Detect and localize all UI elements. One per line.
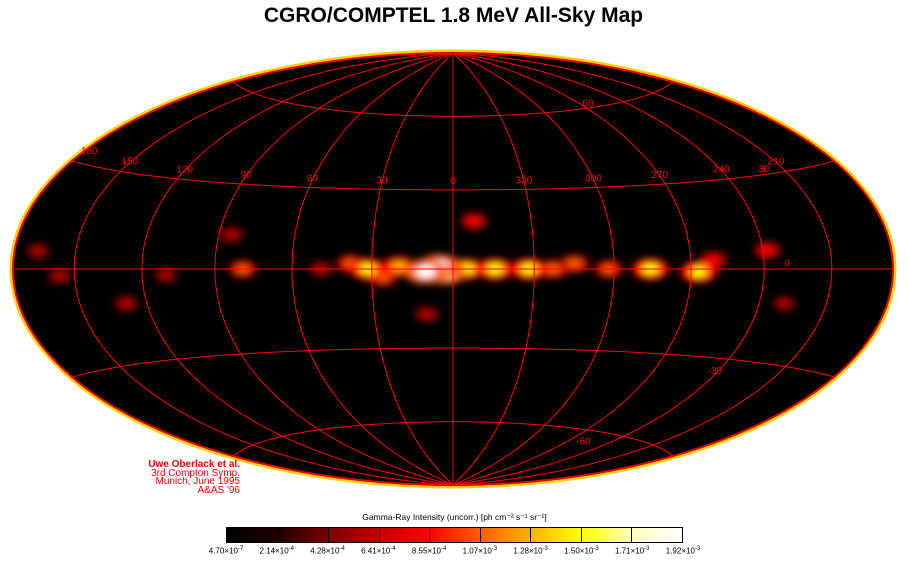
- emission-region-core: [391, 261, 407, 272]
- tick-mantissa: 1.50×10: [564, 546, 594, 556]
- colorbar-tick-label: 2.14×10-4: [260, 546, 294, 556]
- colorbar-divider: [429, 528, 431, 542]
- colorbar-tick-label: 4.70×10-7: [209, 546, 243, 556]
- credit-line: A&AS '96: [197, 484, 241, 496]
- parallel-line: [232, 421, 674, 457]
- tick-exponent: -3: [542, 546, 548, 552]
- tick-exponent: -4: [288, 546, 295, 552]
- tick-exponent: -4: [339, 546, 345, 552]
- longitude-label: 210: [768, 156, 785, 167]
- colorbar-tick-label: 1.28×10-3: [513, 546, 547, 556]
- colorbar-tick-label: 4.28×10-4: [310, 546, 344, 556]
- tick-exponent: -4: [390, 546, 396, 552]
- colorbar-divider: [479, 528, 481, 542]
- emission-region-core: [567, 258, 582, 269]
- credit-line: 3rd Compton Symp.: [151, 467, 240, 479]
- longitude-label: 0: [450, 176, 456, 187]
- tick-mantissa: 2.14×10: [259, 546, 289, 556]
- parallel-line: [232, 81, 674, 117]
- latitude-label: -60: [576, 436, 591, 447]
- emission-region-core: [761, 245, 774, 255]
- tick-mantissa: 4.28×10: [310, 546, 340, 556]
- latitude-label: -30: [708, 366, 723, 377]
- longitude-label: 180: [81, 146, 98, 157]
- emission-region-core: [160, 270, 171, 280]
- emission-region-core: [225, 230, 237, 240]
- colorbar-title: Gamma-Ray Intensity (uncorr.) [ph cm⁻² s…: [362, 512, 547, 522]
- colorbar-tick-label: 1.07×10-3: [463, 546, 497, 556]
- tick-mantissa: 1.71×10: [614, 546, 645, 556]
- longitude-label: 90: [241, 170, 253, 181]
- longitude-label: 300: [585, 173, 602, 184]
- longitude-label: 240: [713, 164, 730, 175]
- colorbar-divider: [530, 528, 532, 542]
- colorbar-divider: [277, 528, 279, 542]
- colorbar-tick-label: 1.71×10-3: [615, 546, 649, 556]
- latitude-label: 30: [758, 164, 770, 175]
- tick-mantissa: 6.41×10: [361, 546, 391, 556]
- credit-line: Uwe Oberlack et al.: [148, 459, 240, 470]
- tick-mantissa: 1.07×10: [462, 546, 492, 556]
- sky-boundary-glow: [9, 49, 897, 489]
- colorbar-tick-label: 1.50×10-3: [564, 546, 598, 556]
- emission-region-core: [707, 255, 720, 265]
- colorbar-tick-label: 1.92×10-3: [666, 546, 700, 556]
- emission-region-core: [54, 271, 66, 281]
- emission-region-core: [32, 246, 44, 256]
- colorbar-divider: [328, 528, 330, 542]
- emission-region-core: [779, 299, 790, 308]
- colorbar-divider: [631, 528, 633, 542]
- emission-region-core: [120, 299, 132, 308]
- longitude-label: 120: [176, 164, 193, 175]
- longitude-label: 60: [307, 173, 319, 184]
- colorbar: [226, 527, 683, 543]
- tick-exponent: -3: [593, 546, 599, 552]
- tick-exponent: -3: [694, 546, 701, 552]
- parallel-line: [71, 347, 835, 378]
- tick-exponent: -3: [644, 546, 650, 552]
- tick-exponent: -7: [237, 546, 244, 552]
- longitude-label: 30: [376, 176, 388, 187]
- colorbar-tick-label: 8.55×10-4: [412, 546, 446, 556]
- colorbar-tick-label: 6.41×10-4: [361, 546, 395, 556]
- credits: Uwe Oberlack et al. 3rd Compton Symp. Mu…: [148, 459, 241, 496]
- emission-region-core: [690, 266, 707, 278]
- parallel-line: [71, 160, 835, 191]
- map-title: CGRO/COMPTEL 1.8 MeV All-Sky Map: [263, 4, 644, 27]
- longitude-label: 330: [516, 176, 533, 187]
- tick-mantissa: 8.55×10: [411, 546, 442, 556]
- credit-line: Munich, June 1995: [155, 476, 240, 487]
- tick-exponent: -4: [441, 546, 447, 552]
- emission-region-core: [415, 265, 436, 279]
- tick-mantissa: 4.70×10: [208, 546, 238, 556]
- tick-exponent: -3: [491, 546, 498, 552]
- latitude-label: 0: [784, 259, 790, 270]
- emission-region-core: [468, 216, 480, 226]
- colorbar-divider: [580, 528, 582, 542]
- longitude-label: 270: [651, 170, 668, 181]
- emission-region-core: [421, 309, 433, 319]
- longitude-label: 150: [122, 156, 139, 167]
- tick-mantissa: 1.28×10: [513, 546, 543, 556]
- latitude-label: 60: [583, 98, 595, 109]
- tick-mantissa: 1.92×10: [665, 546, 695, 556]
- colorbar-divider: [378, 528, 380, 542]
